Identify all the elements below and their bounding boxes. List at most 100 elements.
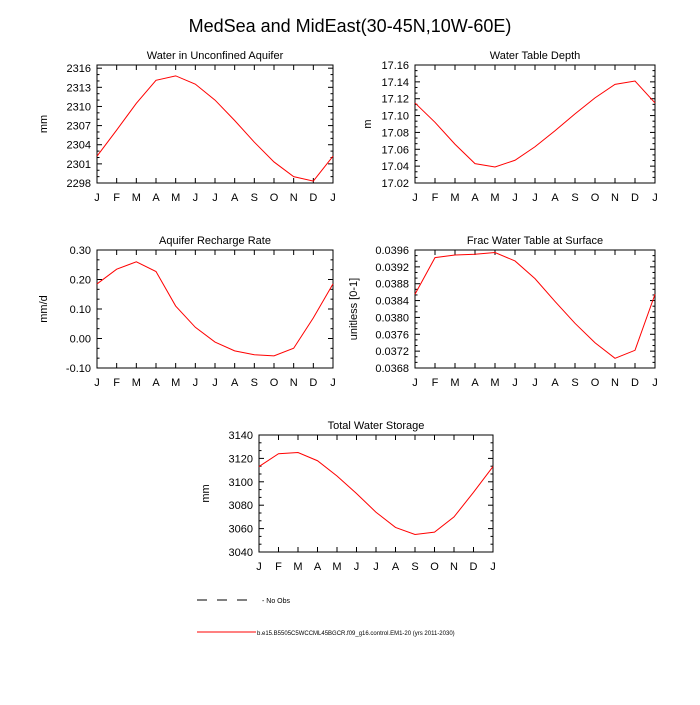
x-tick-label: S: [571, 377, 578, 389]
y-tick-label: 0.0392: [375, 262, 409, 274]
x-tick-label: A: [471, 377, 479, 389]
x-tick-label: J: [193, 377, 199, 389]
y-tick-label: 0.0396: [375, 245, 409, 257]
figure-canvas: MedSea and MidEast(30-45N,10W-60E) Water…: [0, 0, 700, 700]
plot-frame: [415, 250, 655, 368]
y-tick-label: 3040: [229, 547, 253, 559]
x-tick-label: S: [411, 561, 418, 573]
x-tick-label: N: [450, 561, 458, 573]
y-tick-label: 3140: [229, 430, 253, 442]
x-tick-label: A: [152, 192, 160, 204]
plot-frame: [97, 250, 333, 368]
y-axis-label: mm: [38, 115, 50, 133]
legend-no-obs-label: - No Obs: [262, 598, 291, 605]
chart-title: Frac Water Table at Surface: [467, 235, 603, 247]
y-tick-label: 0.0384: [375, 296, 409, 308]
x-tick-label: O: [591, 377, 600, 389]
x-tick-label: S: [571, 192, 578, 204]
chart-title: Total Water Storage: [328, 420, 425, 432]
x-tick-label: A: [471, 192, 479, 204]
y-tick-label: 17.08: [381, 127, 409, 139]
x-tick-label: A: [551, 377, 559, 389]
y-tick-label: 3120: [229, 453, 253, 465]
y-axis-label: m: [362, 119, 374, 128]
chart-title: Water Table Depth: [490, 50, 581, 62]
plot-frame: [97, 65, 333, 183]
y-tick-label: 0.00: [70, 334, 91, 346]
y-tick-label: 2301: [67, 159, 91, 171]
x-tick-label: J: [193, 192, 199, 204]
y-tick-label: 2298: [67, 178, 91, 190]
y-tick-label: -0.10: [66, 363, 91, 375]
x-tick-label: J: [532, 377, 538, 389]
x-tick-label: J: [652, 192, 658, 204]
x-tick-label: M: [450, 192, 459, 204]
x-tick-label: M: [450, 377, 459, 389]
x-tick-label: M: [171, 377, 180, 389]
y-tick-label: 17.10: [381, 111, 409, 123]
x-tick-label: D: [631, 377, 639, 389]
series-line-model: [415, 253, 655, 359]
y-tick-label: 17.04: [381, 161, 409, 173]
legend-model-label: b.e15.B5505C5WCCML45BGCR.f09_g16.control…: [257, 631, 455, 637]
x-tick-label: J: [256, 561, 262, 573]
x-tick-label: M: [490, 192, 499, 204]
y-axis-label: mm/d: [38, 295, 50, 323]
y-tick-label: 0.0372: [375, 346, 409, 358]
x-tick-label: D: [309, 377, 317, 389]
x-tick-label: A: [392, 561, 400, 573]
legend: - No Obs b.e15.B5505C5WCCML45BGCR.f09_g1…: [197, 598, 455, 637]
x-tick-label: A: [551, 192, 559, 204]
x-tick-label: M: [293, 561, 302, 573]
y-tick-label: 0.0388: [375, 279, 409, 291]
x-tick-label: F: [432, 377, 439, 389]
x-tick-label: J: [94, 377, 100, 389]
y-tick-label: 0.0380: [375, 312, 409, 324]
y-tick-label: 0.10: [70, 304, 91, 316]
y-axis-label: mm: [200, 484, 212, 502]
y-tick-label: 2316: [67, 63, 91, 75]
x-tick-label: S: [251, 377, 258, 389]
x-tick-label: F: [113, 192, 120, 204]
x-tick-label: M: [490, 377, 499, 389]
x-tick-label: A: [231, 192, 239, 204]
x-tick-label: O: [270, 192, 279, 204]
y-tick-label: 3100: [229, 477, 253, 489]
x-tick-label: J: [412, 377, 418, 389]
series-line-model: [415, 81, 655, 167]
x-tick-label: D: [631, 192, 639, 204]
x-tick-label: F: [275, 561, 282, 573]
y-tick-label: 17.02: [381, 178, 409, 190]
x-tick-label: J: [212, 377, 218, 389]
series-line-model: [97, 76, 333, 181]
series-line-model: [97, 262, 333, 356]
x-tick-label: J: [652, 377, 658, 389]
x-tick-label: J: [512, 377, 518, 389]
x-tick-label: N: [611, 377, 619, 389]
y-tick-label: 0.0376: [375, 329, 409, 341]
x-tick-label: O: [270, 377, 279, 389]
y-tick-label: 17.16: [381, 60, 409, 72]
chart-title: Aquifer Recharge Rate: [159, 235, 271, 247]
x-tick-label: D: [309, 192, 317, 204]
y-tick-label: 2313: [67, 82, 91, 94]
x-tick-label: J: [212, 192, 218, 204]
y-tick-label: 2307: [67, 121, 91, 133]
x-tick-label: J: [330, 377, 336, 389]
x-tick-label: F: [113, 377, 120, 389]
y-tick-label: 0.0368: [375, 363, 409, 375]
y-tick-label: 0.30: [70, 245, 91, 257]
y-tick-label: 2304: [67, 140, 91, 152]
x-tick-label: O: [591, 192, 600, 204]
x-tick-label: N: [290, 377, 298, 389]
y-axis-label: unitless [0-1]: [348, 278, 360, 340]
x-tick-label: J: [512, 192, 518, 204]
x-tick-label: J: [490, 561, 496, 573]
x-tick-label: A: [231, 377, 239, 389]
y-tick-label: 2310: [67, 101, 91, 113]
